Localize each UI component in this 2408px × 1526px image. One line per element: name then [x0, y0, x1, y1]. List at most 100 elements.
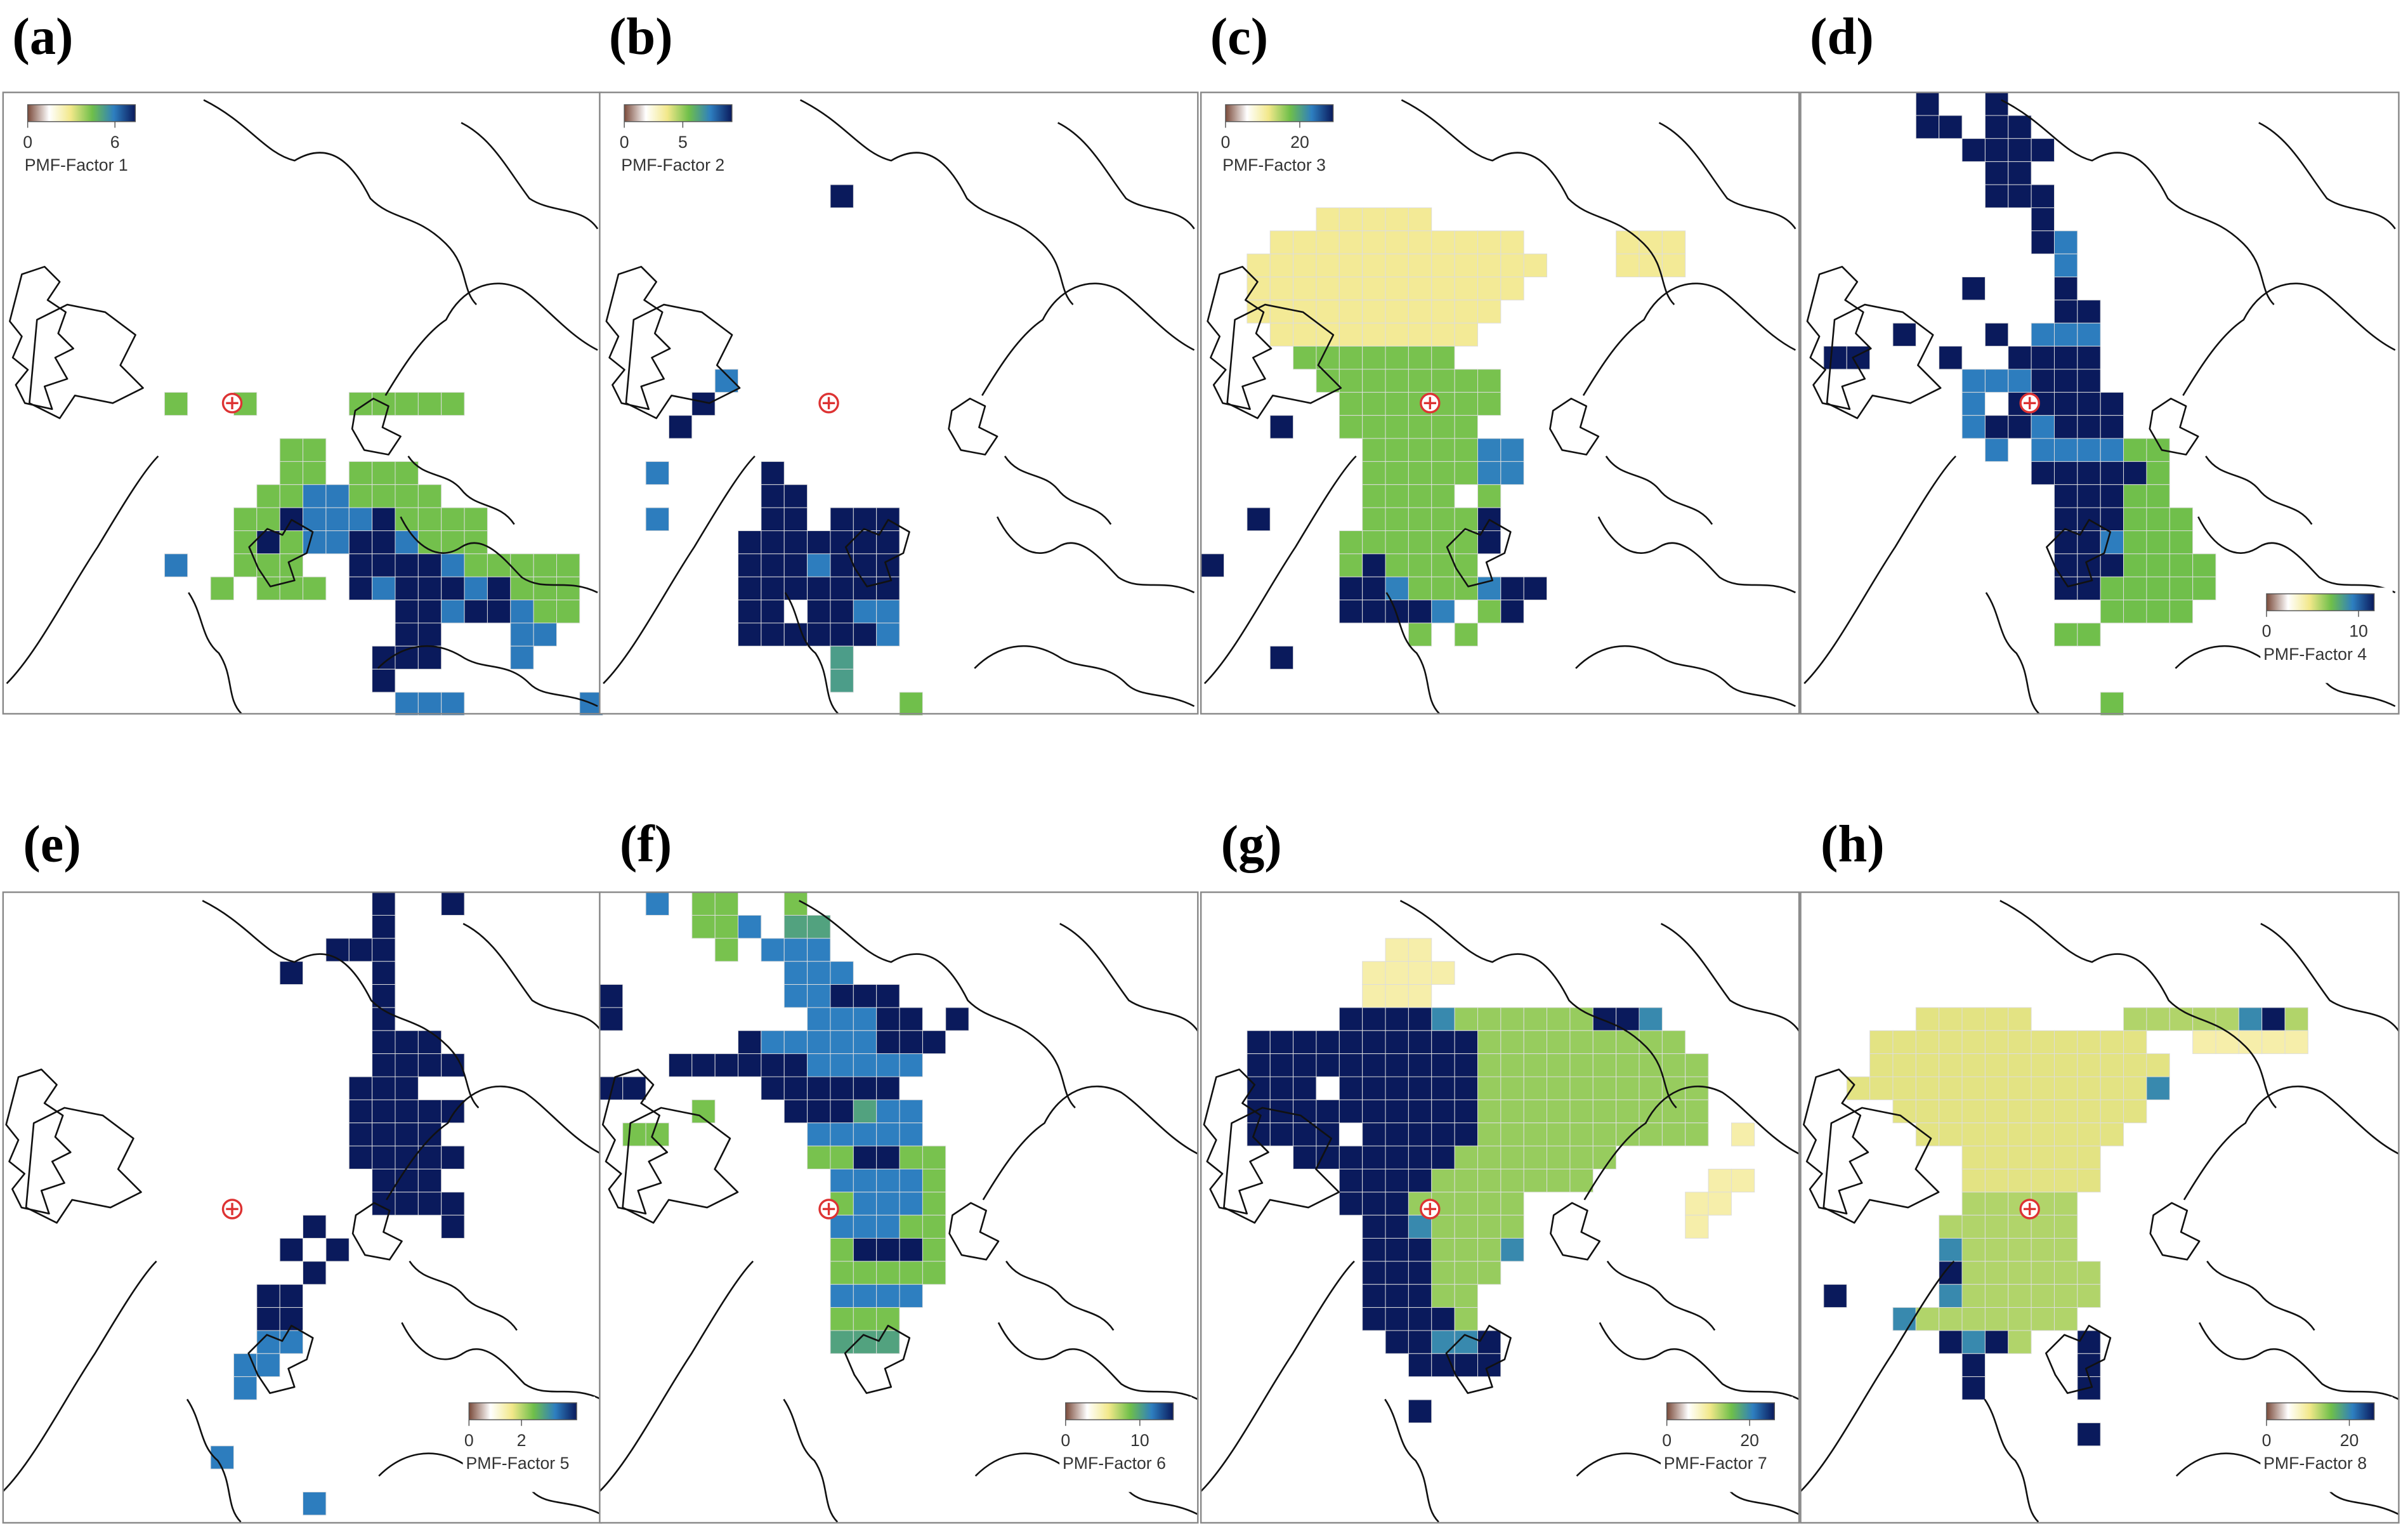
grid-cell	[2100, 1053, 2124, 1077]
grid-cell	[2053, 1261, 2078, 1285]
grid-cell	[2008, 1122, 2032, 1147]
panel-label: (c)	[1210, 8, 1268, 65]
grid-cell	[1431, 1330, 1455, 1354]
grid-cell	[1569, 1122, 1593, 1147]
grid-cell	[1454, 391, 1478, 416]
grid-cell	[853, 1284, 877, 1308]
grid-cell	[1408, 299, 1432, 324]
grid-cell	[1408, 230, 1432, 254]
grid-cell	[417, 507, 442, 531]
grid-cell	[1961, 1007, 1986, 1031]
grid-cell	[2053, 322, 2078, 347]
grid-cell	[1984, 1214, 2009, 1239]
grid-cell	[1454, 622, 1478, 647]
grid-cell	[807, 914, 831, 939]
grid-cell	[417, 1099, 442, 1124]
map-panel: 0 2 PMF-Factor 5	[2, 891, 602, 1524]
grid-cell	[1523, 1076, 1548, 1100]
grid-cell	[1385, 299, 1409, 324]
grid-cell	[645, 507, 669, 531]
grid-cell	[1523, 1030, 1548, 1055]
grid-cell	[256, 576, 280, 601]
grid-cell	[441, 692, 465, 716]
grid-cell	[1385, 1284, 1409, 1308]
colorbar-label: PMF-Factor 5	[466, 1454, 569, 1473]
grid-cell	[1984, 1238, 2009, 1262]
grid-cell	[533, 553, 557, 577]
grid-cell	[2100, 553, 2124, 577]
grid-cell	[279, 1330, 304, 1354]
grid-cell	[348, 938, 373, 962]
grid-cell	[830, 184, 854, 208]
grid-cell	[395, 1053, 419, 1077]
grid-cell	[2053, 576, 2078, 601]
grid-cell	[2146, 576, 2170, 601]
grid-cell	[1454, 1353, 1478, 1378]
colorbar-bar	[2266, 593, 2375, 612]
grid-cell	[372, 530, 396, 555]
grid-cell	[1454, 1076, 1478, 1100]
grid-cell	[2053, 277, 2078, 301]
panel-label: (g)	[1221, 815, 1282, 873]
colorbar-bar	[1225, 104, 1334, 122]
grid-cell	[1477, 1192, 1502, 1216]
grid-cell	[2100, 530, 2124, 555]
grid-cell	[1338, 1168, 1363, 1193]
grid-cell	[233, 1376, 258, 1400]
grid-cell	[2192, 576, 2216, 601]
grid-cell	[807, 961, 831, 985]
grid-cell	[372, 891, 396, 916]
grid-cell	[1984, 1307, 2009, 1331]
station-marker	[2019, 1199, 2040, 1220]
colorbar: 0 10 PMF-Factor 4	[2260, 588, 2393, 683]
grid-cell	[1569, 1053, 1593, 1077]
grid-cell	[2123, 1053, 2147, 1077]
grid-cell	[1846, 346, 1871, 370]
grid-cell	[2053, 1053, 2078, 1077]
grid-cell	[1338, 230, 1363, 254]
grid-cell	[2008, 1284, 2032, 1308]
grid-cell	[1385, 1053, 1409, 1077]
grid-cell	[2008, 1238, 2032, 1262]
grid-cell	[761, 1076, 785, 1100]
grid-cell	[2053, 346, 2078, 370]
grid-cell	[464, 600, 488, 624]
grid-cell	[372, 961, 396, 985]
colorbar-tick-label: 0	[620, 133, 629, 152]
grid-cell	[1961, 1099, 1986, 1124]
grid-cell	[372, 1053, 396, 1077]
grid-cell	[1661, 230, 1686, 254]
grid-cell	[1269, 299, 1294, 324]
grid-cell	[1477, 1099, 1502, 1124]
grid-cell	[1293, 277, 1317, 301]
grid-cell	[1316, 322, 1340, 347]
grid-cell	[714, 914, 739, 939]
panel-label: (d)	[1810, 8, 1874, 65]
grid-cell	[1385, 1307, 1409, 1331]
grid-cell	[1984, 1099, 2009, 1124]
grid-cell	[1984, 322, 2009, 347]
grid-cell	[1408, 1261, 1432, 1285]
grid-cell	[1569, 1145, 1593, 1169]
grid-cell	[348, 1076, 373, 1100]
grid-cell	[1408, 484, 1432, 508]
grid-cell	[1362, 1192, 1386, 1216]
grid-cell	[2100, 1076, 2124, 1100]
colorbar-tick-label: 20	[1740, 1431, 1759, 1450]
grid-cell	[1408, 530, 1432, 555]
grid-cell	[2146, 600, 2170, 624]
grid-cell	[2169, 576, 2194, 601]
grid-cell	[164, 391, 188, 416]
grid-cell	[1477, 600, 1502, 624]
grid-cell	[2261, 1007, 2286, 1031]
colorbar-label: PMF-Factor 2	[621, 155, 724, 174]
grid-cell	[1338, 415, 1363, 439]
colorbar-tick-label: 0	[1061, 1431, 1070, 1450]
grid-cell	[2123, 553, 2147, 577]
grid-cell	[807, 600, 831, 624]
panel-frame	[1800, 891, 2400, 1524]
grid-cell	[761, 507, 785, 531]
grid-cell	[1547, 1053, 1571, 1077]
grid-cell	[1269, 645, 1294, 670]
grid-cell	[1961, 1376, 1986, 1400]
